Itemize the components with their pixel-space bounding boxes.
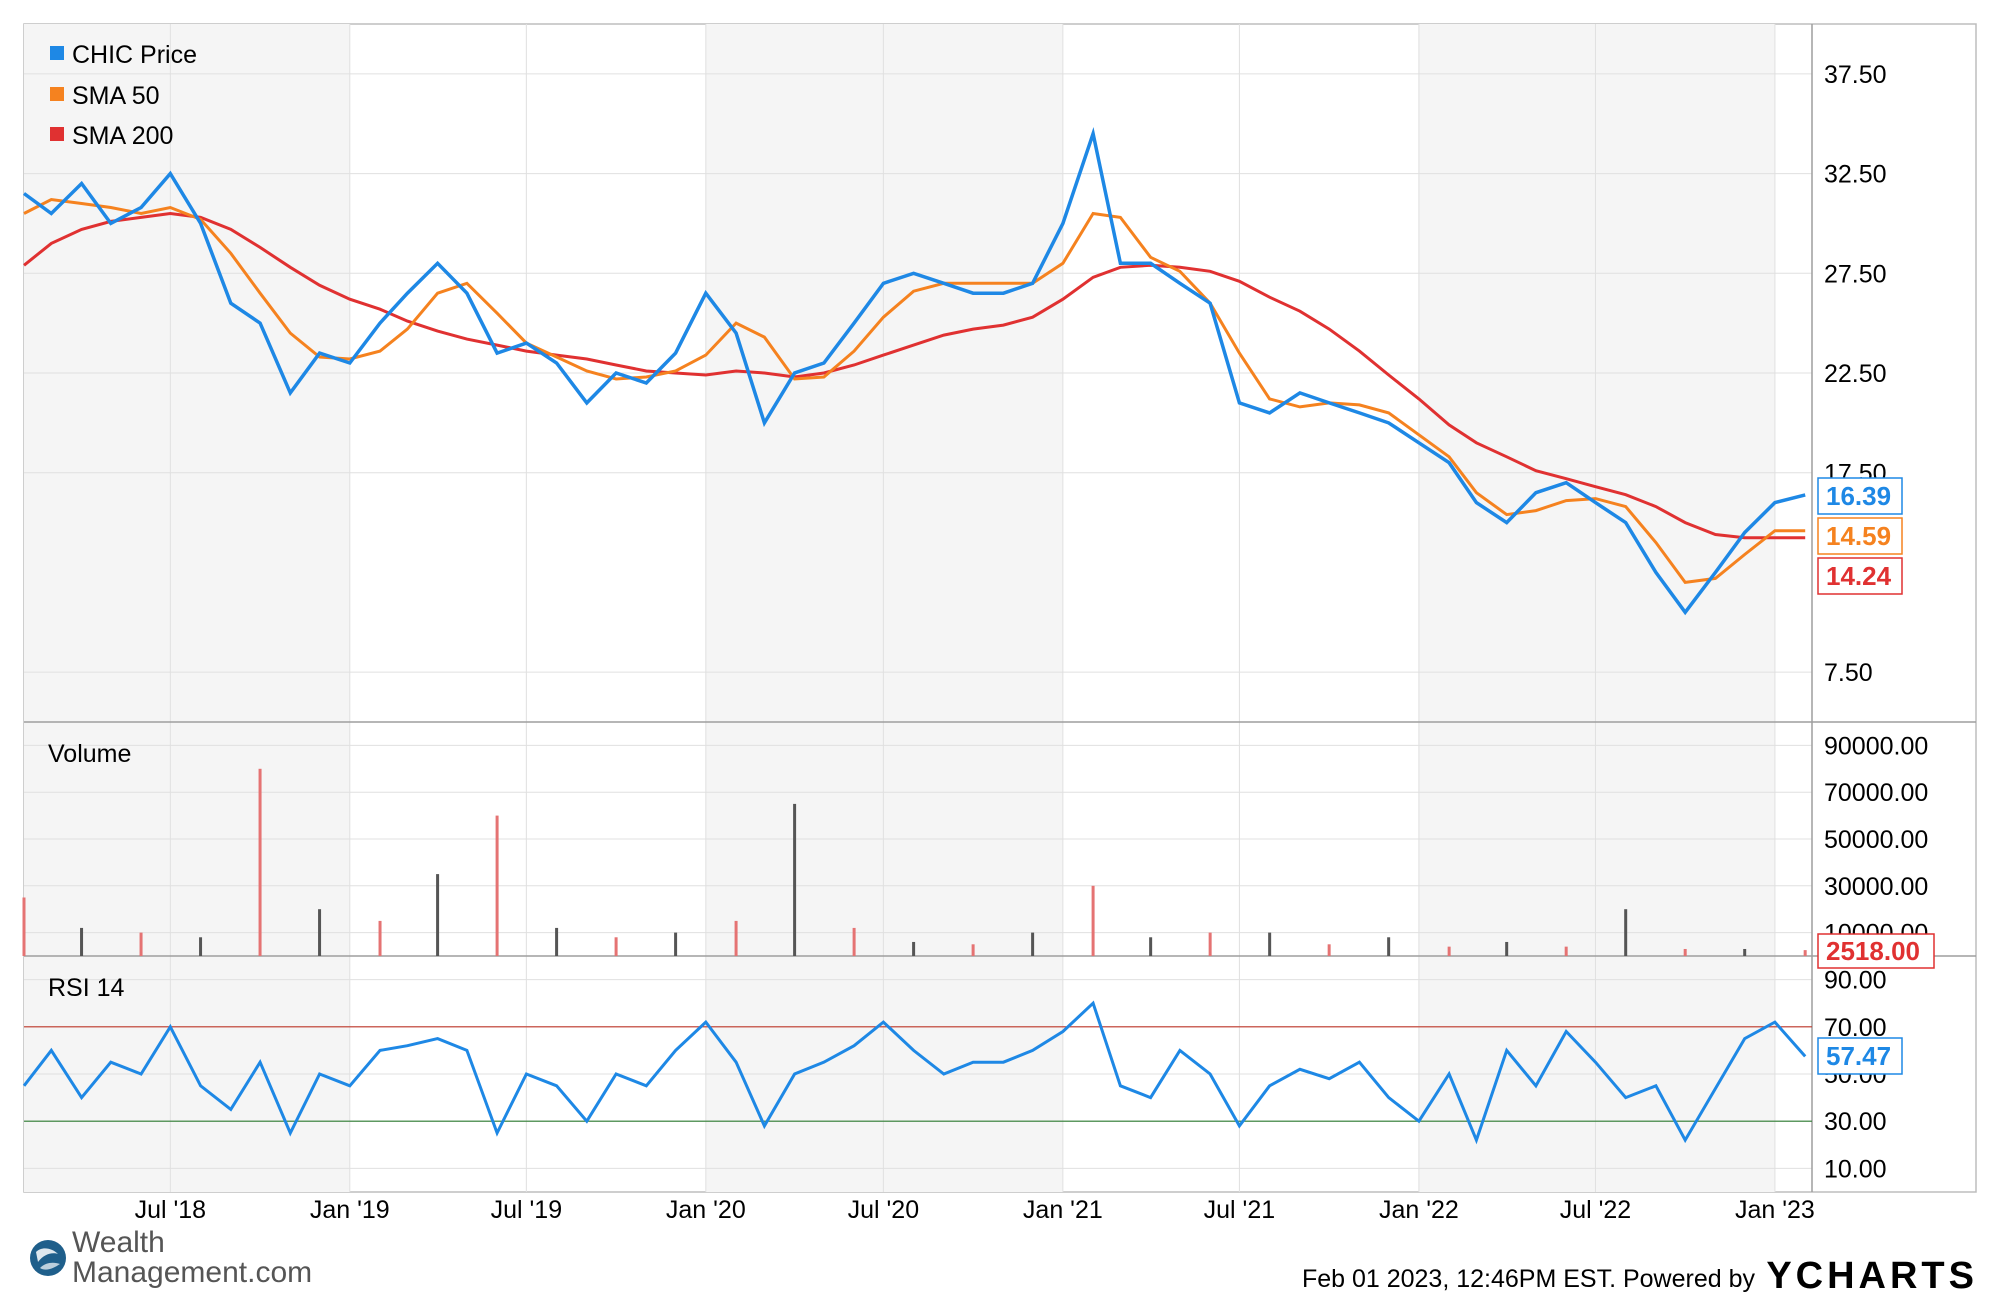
volume-tick-label: 30000.00	[1824, 873, 1928, 901]
volume-bar	[1149, 937, 1153, 956]
legend-label-sma50: SMA 50	[72, 82, 160, 110]
rsi-last-value: 57.47	[1826, 1041, 1891, 1071]
price-tick-label: 27.50	[1824, 260, 1887, 288]
volume-bar	[1743, 948, 1747, 956]
volume-bar	[734, 920, 738, 956]
volume-bar	[495, 815, 499, 956]
x-tick-label: Jan '23	[1735, 1196, 1815, 1224]
volume-bar	[1624, 909, 1628, 956]
sma50-line	[23, 197, 1806, 585]
x-axis: Jul '18 Jan '19 Jul '19 Jan '20 Jul '20 Jan '…	[135, 1196, 1815, 1224]
year-band	[1418, 24, 1775, 1192]
logo-text: Wealth Management.com	[72, 1226, 313, 1289]
volume-bar	[1268, 932, 1272, 956]
price-tick-label: 32.50	[1824, 161, 1887, 189]
volume-bar	[852, 927, 856, 956]
volume-bar	[139, 932, 143, 956]
volume-tick-label: 90000.00	[1824, 732, 1928, 760]
price-line	[22, 127, 1806, 616]
year-bands	[24, 24, 1775, 1192]
legend-swatch-sma200	[50, 127, 64, 141]
x-tick-label: Jan '20	[666, 1196, 746, 1224]
price-tick-label: 37.50	[1824, 61, 1887, 89]
volume-bar	[318, 909, 322, 956]
sma200-last-badge: 14.24	[1817, 557, 1903, 595]
price-last-value: 16.39	[1826, 481, 1891, 511]
rsi-tick-label: 10.00	[1824, 1155, 1887, 1183]
x-tick-label: Jul '21	[1204, 1196, 1275, 1224]
rsi-tick-label: 90.00	[1824, 967, 1887, 995]
volume-bar	[1208, 932, 1212, 956]
volume-bar	[971, 944, 975, 956]
sma200-last-value: 14.24	[1826, 561, 1892, 591]
legend-swatch-price	[50, 46, 64, 60]
legend-label-sma200: SMA 200	[72, 122, 173, 150]
legend-label-price: CHIC Price	[72, 41, 197, 69]
x-tick-label: Jul '19	[491, 1196, 562, 1224]
x-tick-label: Jan '21	[1023, 1196, 1103, 1224]
rsi-last-badge: 57.47	[1817, 1037, 1903, 1075]
volume-bar	[1505, 941, 1509, 956]
price-tick-label: 7.50	[1824, 659, 1873, 687]
volume-bar	[258, 768, 262, 956]
volume-tick-label: 50000.00	[1824, 826, 1928, 854]
sma50-last-value: 14.59	[1826, 521, 1891, 551]
globe-icon	[30, 1240, 66, 1276]
volume-bar	[614, 937, 618, 956]
volume-bar	[80, 927, 84, 956]
volume-bar	[1387, 937, 1391, 956]
volume-bar	[793, 803, 797, 956]
volume-bar	[1031, 932, 1035, 956]
volume-bar	[1564, 946, 1568, 956]
volume-bars	[22, 768, 1807, 956]
x-tick-label: Jul '22	[1560, 1196, 1631, 1224]
x-tick-label: Jul '18	[135, 1196, 206, 1224]
rsi-line	[22, 1000, 1807, 1145]
volume-bar	[912, 941, 916, 956]
footer-timestamp: Feb 01 2023, 12:46PM EST. Powered by	[1301, 1265, 1755, 1293]
rsi-tick-label: 30.00	[1824, 1108, 1887, 1136]
x-tick-label: Jan '22	[1379, 1196, 1459, 1224]
legend-swatch-sma50	[50, 87, 64, 101]
price-last-badge: 16.39	[1817, 477, 1903, 515]
volume-last-badge: 2518.00	[1817, 933, 1935, 969]
rsi-reference-lines	[24, 1026, 1812, 1122]
volume-bar	[436, 874, 440, 956]
volume-bar	[378, 920, 382, 956]
sma200-line	[23, 211, 1806, 540]
price-tick-label: 22.50	[1824, 360, 1887, 388]
ycharts-brand-text: YCHARTS	[1766, 1255, 1978, 1297]
volume-bar	[1091, 885, 1095, 956]
volume-bar	[22, 897, 26, 956]
volume-bar	[1447, 946, 1451, 956]
volume-bar	[1803, 950, 1807, 956]
volume-last-value: 2518.00	[1826, 936, 1920, 966]
year-band	[705, 24, 1063, 1192]
volume-bar	[1683, 948, 1687, 956]
volume-tick-label: 70000.00	[1824, 779, 1928, 807]
price-legend: CHIC Price SMA 50 SMA 200	[50, 41, 197, 150]
volume-bar	[674, 932, 678, 956]
year-band	[24, 24, 350, 1192]
rsi-panel-title: RSI 14	[48, 974, 125, 1002]
volume-bar	[1327, 944, 1331, 956]
x-tick-label: Jul '20	[848, 1196, 919, 1224]
volume-panel-title: Volume	[48, 740, 131, 768]
volume-bar	[555, 927, 559, 956]
sma50-last-badge: 14.59	[1817, 517, 1903, 555]
x-tick-label: Jan '19	[310, 1196, 390, 1224]
wealth-management-logo: Wealth Management.com	[28, 1228, 348, 1298]
ycharts-brand: YCHARTS	[1766, 1255, 1978, 1298]
rsi-tick-label: 70.00	[1824, 1014, 1887, 1042]
volume-bar	[199, 937, 203, 956]
